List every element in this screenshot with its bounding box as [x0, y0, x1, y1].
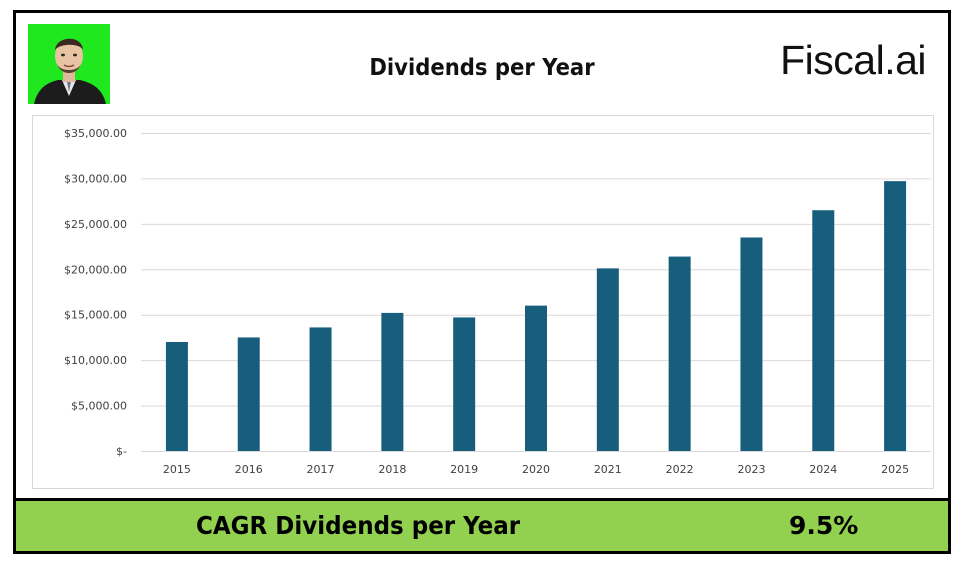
x-tick-label: 2015: [163, 463, 191, 476]
x-tick-label: 2021: [594, 463, 622, 476]
author-avatar: [28, 24, 110, 104]
y-tick-label: $30,000.00: [64, 172, 127, 185]
cagr-banner: CAGR Dividends per Year 9.5%: [13, 498, 951, 554]
chart-frame: Dividends per Year Fiscal.ai $- $5,000.00…: [13, 10, 951, 502]
x-tick-label: 2019: [450, 463, 478, 476]
bar-2015: [165, 341, 188, 451]
brand-logo: Fiscal.ai: [780, 37, 926, 83]
bar-2020: [525, 305, 547, 451]
x-tick-label: 2020: [522, 463, 550, 476]
bar-2023: [740, 237, 763, 451]
y-tick-label: $-: [116, 445, 127, 458]
bar-chart: $- $5,000.00 $10,000.00 $15,000.00 $20,000.0…: [64, 127, 931, 476]
author-portrait-icon: [28, 24, 110, 104]
bar-2022: [668, 256, 691, 451]
x-tick-label: 2023: [737, 463, 765, 476]
chart-title: Dividends per Year: [369, 55, 595, 81]
x-tick-label: 2018: [378, 463, 406, 476]
y-tick-label: $20,000.00: [64, 263, 127, 276]
x-tick-label: 2016: [235, 463, 263, 476]
y-tick-label: $5,000.00: [71, 400, 127, 413]
y-tick-label: $35,000.00: [64, 127, 127, 140]
bar-2017: [309, 327, 332, 451]
x-tick-label: 2022: [666, 463, 694, 476]
bar-2024: [812, 210, 835, 451]
bar-2019: [453, 317, 476, 451]
bar-2021: [596, 268, 619, 451]
y-tick-label: $15,000.00: [64, 309, 127, 322]
x-tick-label: 2017: [307, 463, 335, 476]
bar-2018: [381, 312, 404, 451]
chart-area: $- $5,000.00 $10,000.00 $15,000.00 $20,000.0…: [32, 115, 934, 489]
x-tick-label: 2024: [809, 463, 837, 476]
y-tick-label: $10,000.00: [64, 354, 127, 367]
bar-2025: [884, 181, 907, 451]
cagr-label: CAGR Dividends per Year: [196, 511, 521, 540]
y-tick-label: $25,000.00: [64, 218, 127, 231]
cagr-value: 9.5%: [789, 511, 859, 540]
x-tick-label: 2025: [881, 463, 909, 476]
bar-2016: [237, 337, 260, 451]
